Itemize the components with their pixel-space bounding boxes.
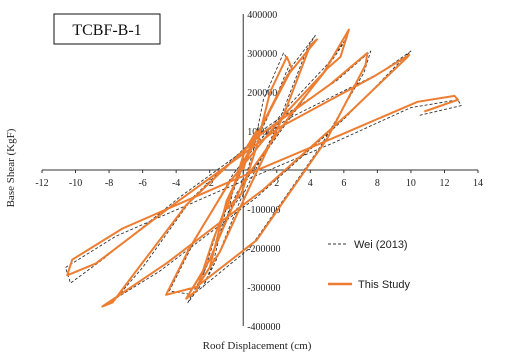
legend-background [318, 228, 438, 300]
legend-label-wei: Wei (2013) [354, 239, 408, 251]
y-tick-label: -300000 [247, 283, 280, 294]
x-tick-label: -4 [172, 178, 180, 189]
series-line-this-study [66, 28, 459, 308]
legend-label-study: This Study [358, 279, 410, 291]
y-tick-label: -200000 [247, 244, 280, 255]
y-tick-label: -400000 [247, 322, 280, 333]
x-tick-label: -12 [35, 178, 48, 189]
legend: Wei (2013) This Study [318, 228, 438, 300]
x-tick-label: 6 [341, 178, 346, 189]
series-layer [65, 28, 462, 308]
x-tick-label: -10 [69, 178, 82, 189]
chart-title-box: TCBF-B-1 [53, 13, 161, 45]
x-tick-label: -6 [138, 178, 146, 189]
chart-title-frame [53, 13, 161, 45]
y-axis-label: Base Shear (KgF) [5, 128, 17, 207]
x-tick-label: 8 [375, 178, 380, 189]
x-tick-label: 4 [308, 178, 313, 189]
chart-title: TCBF-B-1 [72, 22, 141, 39]
y-tick-label: 300000 [247, 49, 277, 60]
x-tick-label: 12 [439, 178, 449, 189]
y-tick-label: 200000 [247, 88, 277, 99]
y-tick-label: -100000 [247, 205, 280, 216]
x-tick-label: 14 [473, 178, 483, 189]
x-tick-label: -8 [105, 178, 113, 189]
x-axis-label: Roof Displacement (cm) [203, 340, 312, 352]
x-tick-label: 10 [406, 178, 416, 189]
y-tick-label: 400000 [247, 10, 277, 21]
x-tick-label: 2 [274, 178, 279, 189]
